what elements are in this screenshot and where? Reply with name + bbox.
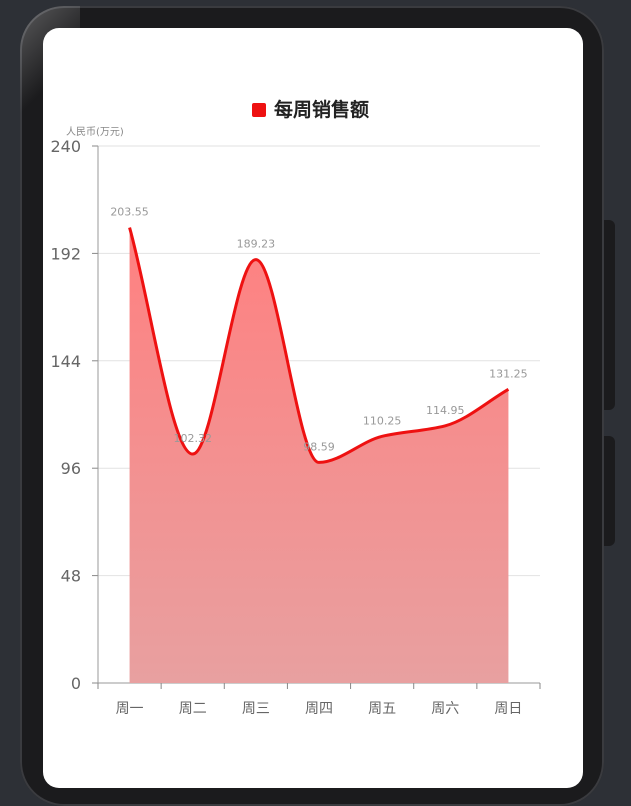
y-axis-unit-label: 人民币(万元): [66, 126, 124, 138]
sales-chart: 0 48 96 144 192 240 周一 周二 周三 周四 周五 周六 周日 203.55 102.3…: [50, 98, 541, 717]
x-tick-label: 周二: [179, 701, 207, 717]
data-labels: 203.55 102.32 189.23 98.59 110.25 114.95 131.2…: [110, 206, 527, 454]
y-tick-label: 192: [50, 244, 81, 263]
x-tick-label: 周日: [494, 701, 522, 717]
series-area: [129, 227, 509, 683]
x-tick-label: 周六: [431, 701, 459, 717]
x-tick-label: 周五: [368, 701, 396, 717]
power-button: [604, 436, 615, 546]
x-tick-label: 周三: [242, 701, 270, 717]
y-tick-label: 48: [61, 567, 81, 586]
series-line[interactable]: [128, 227, 510, 464]
y-tick-label: 240: [50, 137, 81, 156]
data-label: 114.95: [426, 404, 465, 417]
legend-label[interactable]: 每周销售额: [274, 98, 369, 121]
y-tick-label: 144: [50, 352, 81, 371]
y-tick-label: 0: [71, 674, 81, 693]
y-tick-label: 96: [61, 459, 81, 478]
x-tick-label: 周一: [116, 701, 144, 717]
data-label: 203.55: [110, 206, 149, 219]
data-label: 98.59: [303, 440, 335, 453]
data-label: 131.25: [489, 367, 528, 380]
data-label: 110.25: [363, 414, 402, 427]
series: [128, 227, 510, 683]
volume-button: [604, 220, 615, 410]
axes: 0 48 96 144 192 240 周一 周二 周三 周四 周五 周六 周日: [50, 137, 541, 717]
data-label: 102.32: [173, 432, 212, 445]
data-label: 189.23: [237, 238, 276, 251]
screen: 0 48 96 144 192 240 周一 周二 周三 周四 周五 周六 周日 203.55 102.3…: [43, 28, 583, 788]
x-tick-label: 周四: [305, 701, 333, 717]
legend-swatch[interactable]: [252, 103, 266, 117]
